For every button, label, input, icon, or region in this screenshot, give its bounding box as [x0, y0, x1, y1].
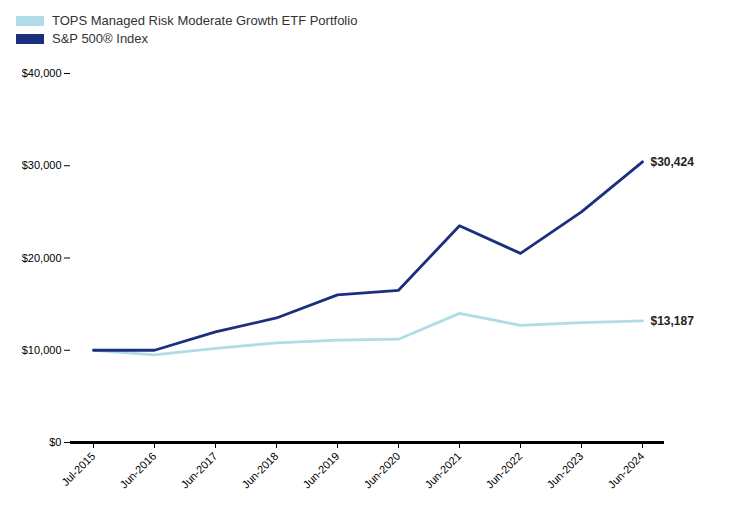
- svg-text:$30,424: $30,424: [651, 155, 695, 169]
- svg-text:Jun-2023: Jun-2023: [544, 450, 585, 491]
- svg-text:$40,000: $40,000: [22, 67, 62, 79]
- svg-text:Jul-2015: Jul-2015: [59, 450, 97, 488]
- svg-text:$13,187: $13,187: [651, 314, 695, 328]
- svg-text:$20,000: $20,000: [22, 252, 62, 264]
- html-text:TOPS Managed Risk Moderate Gro: TOPS Managed Risk Moderate Growth ETF Po…: [52, 13, 358, 28]
- svg-text:Jun-2021: Jun-2021: [422, 450, 463, 491]
- svg-text:Jun-2019: Jun-2019: [300, 450, 341, 491]
- svg-text:Jun-2020: Jun-2020: [361, 450, 402, 491]
- svg-text:Jun-2018: Jun-2018: [239, 450, 280, 491]
- html-text:S&P 500® Index: S&P 500® Index: [52, 31, 149, 46]
- svg-text:Jun-2024: Jun-2024: [605, 450, 646, 491]
- svg-text:Jun-2016: Jun-2016: [117, 450, 158, 491]
- svg-text:Jun-2022: Jun-2022: [483, 450, 524, 491]
- svg-text:Jun-2017: Jun-2017: [178, 450, 219, 491]
- svg-text:$0: $0: [49, 436, 61, 448]
- svg-text:$30,000: $30,000: [22, 159, 62, 171]
- svg-text:$10,000: $10,000: [22, 344, 62, 356]
